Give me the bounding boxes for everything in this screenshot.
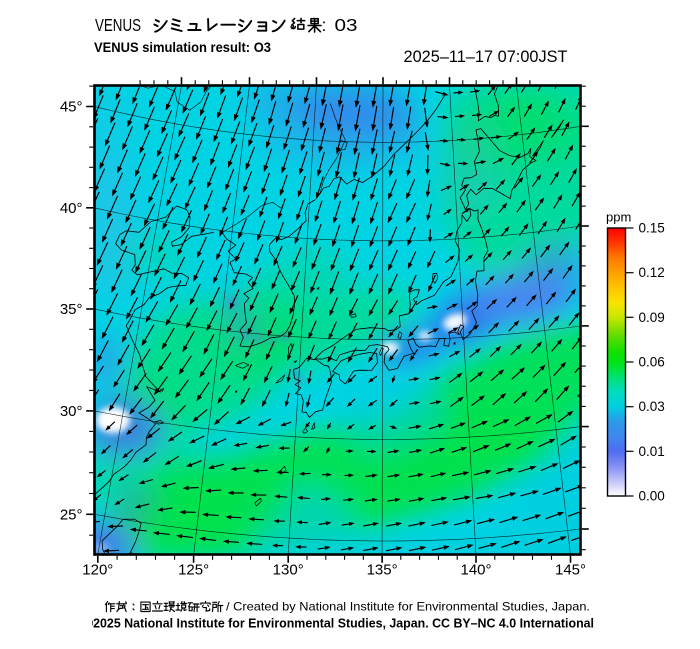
svg-text:03: 03 (335, 15, 358, 35)
svg-text:140°: 140° (460, 562, 491, 579)
svg-text:0.03: 0.03 (639, 399, 665, 414)
svg-text:130°: 130° (273, 562, 304, 579)
svg-text:0.15: 0.15 (639, 221, 665, 236)
svg-text:45°: 45° (60, 99, 83, 116)
svg-text:0.12: 0.12 (639, 265, 665, 280)
svg-text:35°: 35° (60, 301, 83, 318)
svg-text:135°: 135° (367, 562, 398, 579)
svg-text:0.00: 0.00 (639, 489, 665, 504)
svg-text:145°: 145° (555, 562, 586, 579)
svg-text:25°: 25° (60, 506, 83, 523)
svg-text:30°: 30° (60, 403, 83, 420)
svg-text:/ Created by National Institut: / Created by National Institute for Envi… (226, 600, 590, 614)
svg-text:VENUS simulation result: O3: VENUS simulation result: O3 (94, 40, 271, 55)
svg-text:2025–11–17 07:00JST: 2025–11–17 07:00JST (404, 48, 568, 66)
svg-text:ppm: ppm (606, 210, 631, 225)
svg-text:40°: 40° (60, 200, 83, 217)
svg-text:0.06: 0.06 (639, 355, 665, 370)
svg-text:0.09: 0.09 (639, 310, 665, 325)
svg-text:0.01: 0.01 (639, 444, 665, 459)
svg-text::: : (322, 15, 327, 35)
svg-text:125°: 125° (178, 562, 209, 579)
svg-text:©2025 National Institute for E: ©2025 National Institute for Environment… (84, 616, 594, 631)
svg-text:VENUS: VENUS (95, 15, 141, 35)
svg-text:120°: 120° (82, 562, 113, 579)
